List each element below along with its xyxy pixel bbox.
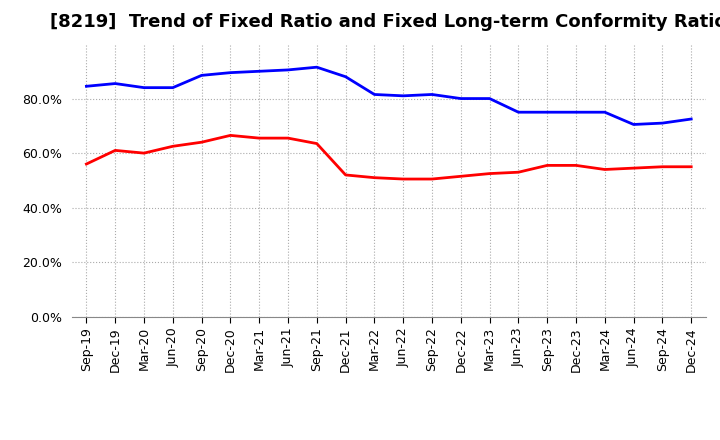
Fixed Long-term Conformity Ratio <box>140 150 148 156</box>
Fixed Ratio <box>197 73 206 78</box>
Fixed Long-term Conformity Ratio <box>226 133 235 138</box>
Fixed Long-term Conformity Ratio <box>197 139 206 145</box>
Fixed Long-term Conformity Ratio <box>284 136 292 141</box>
Title: [8219]  Trend of Fixed Ratio and Fixed Long-term Conformity Ratio: [8219] Trend of Fixed Ratio and Fixed Lo… <box>50 13 720 31</box>
Fixed Ratio <box>658 121 667 126</box>
Fixed Long-term Conformity Ratio <box>543 163 552 168</box>
Fixed Long-term Conformity Ratio <box>341 172 350 178</box>
Fixed Long-term Conformity Ratio <box>600 167 609 172</box>
Fixed Ratio <box>514 110 523 115</box>
Fixed Long-term Conformity Ratio <box>485 171 494 176</box>
Fixed Ratio <box>629 122 638 127</box>
Fixed Ratio <box>428 92 436 97</box>
Fixed Ratio <box>226 70 235 75</box>
Fixed Ratio <box>456 96 465 101</box>
Fixed Long-term Conformity Ratio <box>255 136 264 141</box>
Fixed Ratio <box>687 116 696 121</box>
Fixed Ratio <box>370 92 379 97</box>
Fixed Ratio <box>284 67 292 73</box>
Fixed Ratio <box>140 85 148 90</box>
Fixed Ratio <box>485 96 494 101</box>
Fixed Ratio <box>82 84 91 89</box>
Fixed Ratio <box>111 81 120 86</box>
Fixed Ratio <box>312 65 321 70</box>
Fixed Long-term Conformity Ratio <box>456 174 465 179</box>
Fixed Long-term Conformity Ratio <box>399 176 408 182</box>
Fixed Ratio <box>168 85 177 90</box>
Fixed Long-term Conformity Ratio <box>658 164 667 169</box>
Fixed Long-term Conformity Ratio <box>428 176 436 182</box>
Fixed Long-term Conformity Ratio <box>82 161 91 167</box>
Fixed Ratio <box>600 110 609 115</box>
Fixed Long-term Conformity Ratio <box>572 163 580 168</box>
Fixed Long-term Conformity Ratio <box>687 164 696 169</box>
Fixed Long-term Conformity Ratio <box>629 165 638 171</box>
Fixed Long-term Conformity Ratio <box>111 148 120 153</box>
Line: Fixed Long-term Conformity Ratio: Fixed Long-term Conformity Ratio <box>86 136 691 179</box>
Fixed Ratio <box>341 74 350 79</box>
Fixed Long-term Conformity Ratio <box>514 169 523 175</box>
Fixed Ratio <box>572 110 580 115</box>
Fixed Ratio <box>543 110 552 115</box>
Fixed Ratio <box>399 93 408 99</box>
Line: Fixed Ratio: Fixed Ratio <box>86 67 691 125</box>
Fixed Long-term Conformity Ratio <box>370 175 379 180</box>
Fixed Long-term Conformity Ratio <box>312 141 321 146</box>
Fixed Long-term Conformity Ratio <box>168 143 177 149</box>
Fixed Ratio <box>255 69 264 74</box>
